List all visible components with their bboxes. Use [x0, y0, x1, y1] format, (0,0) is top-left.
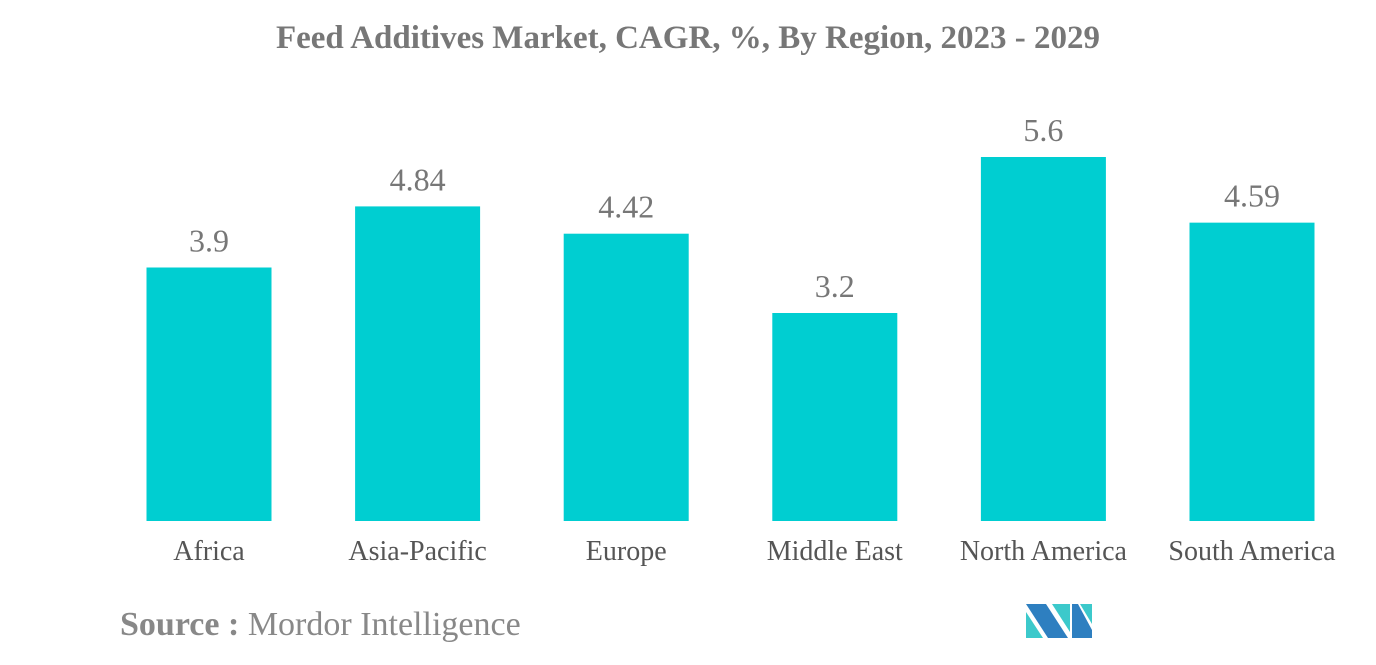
bar-south-america — [1189, 222, 1315, 521]
source-value: Mordor Intelligence — [247, 606, 521, 643]
source-note: Source : Mordor Intelligence — [120, 606, 521, 644]
x-tick-label: South America — [1168, 536, 1336, 567]
bar-north-america — [980, 157, 1106, 521]
x-tick-label: North America — [960, 536, 1128, 567]
source-label: Source : — [120, 606, 240, 643]
data-label: 4.84 — [390, 161, 446, 197]
x-tick-label: Europe — [586, 536, 667, 567]
x-tick-label: Africa — [173, 536, 245, 567]
bar-asia-pacific — [355, 206, 481, 521]
data-label: 4.42 — [598, 189, 654, 225]
chart-title: Feed Additives Market, CAGR, %, By Regio… — [275, 20, 1101, 56]
bar-europe — [563, 233, 689, 521]
data-label: 4.59 — [1224, 178, 1280, 214]
mordor-logo — [1026, 604, 1092, 638]
x-tick-label: Asia-Pacific — [348, 536, 486, 567]
data-label: 3.2 — [815, 268, 855, 304]
data-label: 5.6 — [1023, 112, 1063, 148]
bar-africa — [146, 267, 272, 521]
data-label: 3.9 — [189, 223, 229, 259]
x-tick-label: Middle East — [767, 536, 903, 567]
bar-middle-east — [772, 313, 898, 521]
